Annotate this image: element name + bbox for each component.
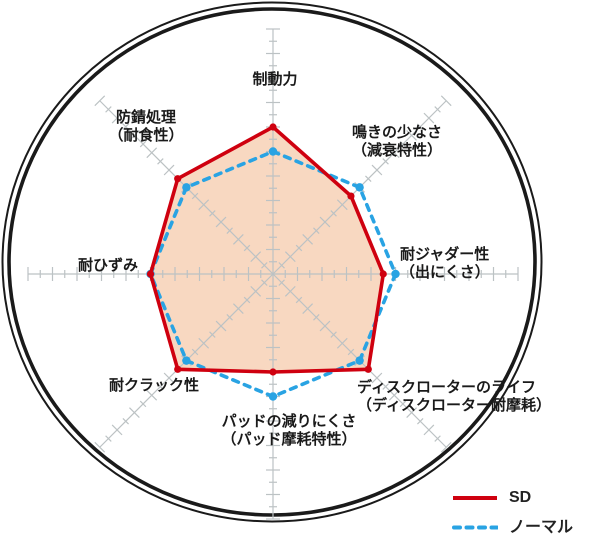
axis-label-text: 耐ひずみ xyxy=(77,257,138,274)
axis-label-text: ディスクローターのライフ xyxy=(357,379,536,396)
axis-label-rotor-life: ディスクローターのライフ （ディスクローター耐摩耗） xyxy=(357,379,551,415)
axis-label-rust-prevention: 防錆処理 （耐食性） xyxy=(108,109,183,145)
series-1-dashed xyxy=(146,147,400,401)
axis-label-text: 鳴きの少なさ xyxy=(352,124,443,141)
axis-label-low-squeal: 鳴きの少なさ （減衰特性） xyxy=(352,124,442,160)
axis-label-text: 耐ジャダー性 xyxy=(400,246,490,263)
legend: SD ノーマル xyxy=(452,487,573,538)
axis-label-text: 制動力 xyxy=(252,71,298,88)
axis-label-braking-power: 制動力 xyxy=(252,71,297,89)
axis-label-pad-wear: パッドの減りにくさ （パッド摩耗特性） xyxy=(221,413,356,449)
axis-label-subtext: （パッド摩耗特性） xyxy=(221,431,357,448)
disc-ring-decoration xyxy=(1,1,543,523)
legend-item-normal: ノーマル xyxy=(452,517,573,538)
axis-label-text: 耐クラック性 xyxy=(108,377,199,394)
legend-label-normal: ノーマル xyxy=(509,519,574,536)
legend-line-sd-icon xyxy=(453,495,497,500)
axis-label-subtext: （耐食性） xyxy=(108,127,184,144)
axis-label-subtext: （出にくさ） xyxy=(400,264,490,281)
axis-label-judder-resistance: 耐ジャダー性 （出にくさ） xyxy=(400,246,490,282)
legend-line-normal-icon xyxy=(452,525,498,530)
axis-label-subtext: （ディスクローター耐摩耗） xyxy=(357,397,551,414)
axis-label-subtext: （減衰特性） xyxy=(352,142,443,159)
axis-label-crack-resistance: 耐クラック性 xyxy=(109,377,199,395)
series-0-solid xyxy=(146,123,387,376)
legend-item-sd: SD xyxy=(452,487,573,508)
axis-label-text: パッドの減りにくさ xyxy=(221,413,357,430)
axis-label-distortion-resistance: 耐ひずみ xyxy=(78,257,138,275)
axis-label-text: 防錆処理 xyxy=(115,109,177,126)
legend-label-sd: SD xyxy=(509,489,532,506)
